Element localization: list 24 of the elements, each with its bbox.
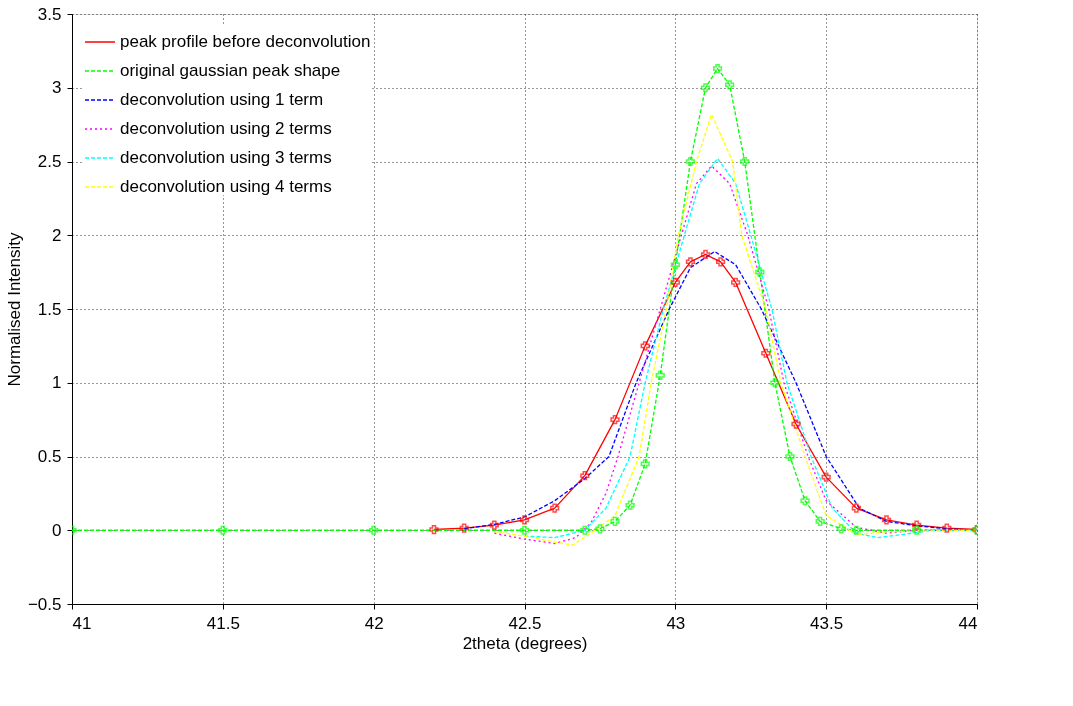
x-tick-label: 43.5 (810, 613, 844, 633)
y-tick-label: 1 (52, 373, 62, 393)
x-tick-label: 42.5 (508, 613, 542, 633)
y-tick-label: 2 (52, 225, 62, 245)
y-tick-label: 3.5 (37, 4, 62, 24)
legend-label: deconvolution using 2 terms (120, 119, 332, 138)
x-axis-title: 2theta (degrees) (462, 633, 588, 653)
x-tick-label: 41 (72, 613, 92, 633)
x-tick-label: 41.5 (206, 613, 240, 633)
legend-label: deconvolution using 4 terms (120, 177, 332, 196)
x-tick-label: 44 (958, 613, 978, 633)
y-tick-label: −0.5 (27, 594, 62, 614)
legend-label: deconvolution using 3 terms (120, 148, 332, 167)
y-tick-label: 3 (52, 78, 62, 98)
legend-label: deconvolution using 1 term (120, 90, 324, 109)
x-tick-label: 43 (666, 613, 686, 633)
y-axis-title: Normalised Intensity (4, 232, 24, 387)
legend-label: peak profile before deconvolution (120, 32, 371, 51)
y-tick-label: 0 (52, 520, 62, 540)
y-tick-label: 1.5 (37, 299, 62, 319)
y-tick-label: 0.5 (37, 447, 62, 466)
x-tick-label: 42 (364, 613, 384, 633)
legend-label: original gaussian peak shape (120, 61, 341, 80)
y-tick-label: 2.5 (37, 152, 62, 171)
